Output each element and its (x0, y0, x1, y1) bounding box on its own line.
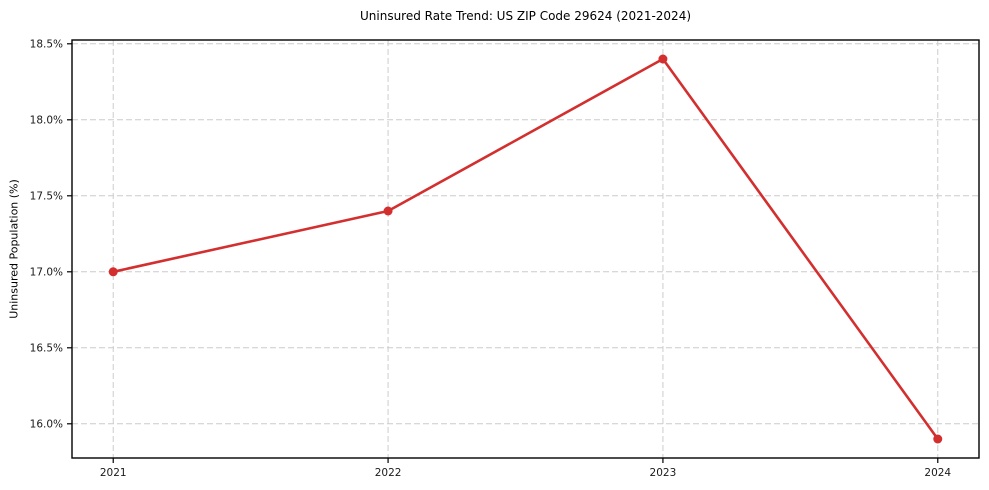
x-tick-label: 2023 (650, 467, 677, 479)
data-point (108, 267, 118, 277)
data-point (383, 206, 393, 216)
y-tick-label: 18.0% (30, 114, 63, 126)
chart-title: Uninsured Rate Trend: US ZIP Code 29624 … (359, 9, 692, 23)
y-tick-label: 17.5% (30, 190, 63, 202)
y-tick-label: 18.5% (30, 38, 63, 50)
data-point (658, 54, 668, 64)
y-tick-label: 16.5% (30, 342, 63, 354)
x-tick-label: 2022 (375, 467, 402, 479)
data-point (933, 434, 943, 444)
axis-frame (71, 39, 980, 459)
y-tick-label: 17.0% (30, 266, 63, 278)
y-tick-label: 16.0% (30, 418, 63, 430)
x-tick-label: 2021 (100, 467, 127, 479)
x-tick-label: 2024 (924, 467, 951, 479)
trend-line (111, 57, 940, 441)
